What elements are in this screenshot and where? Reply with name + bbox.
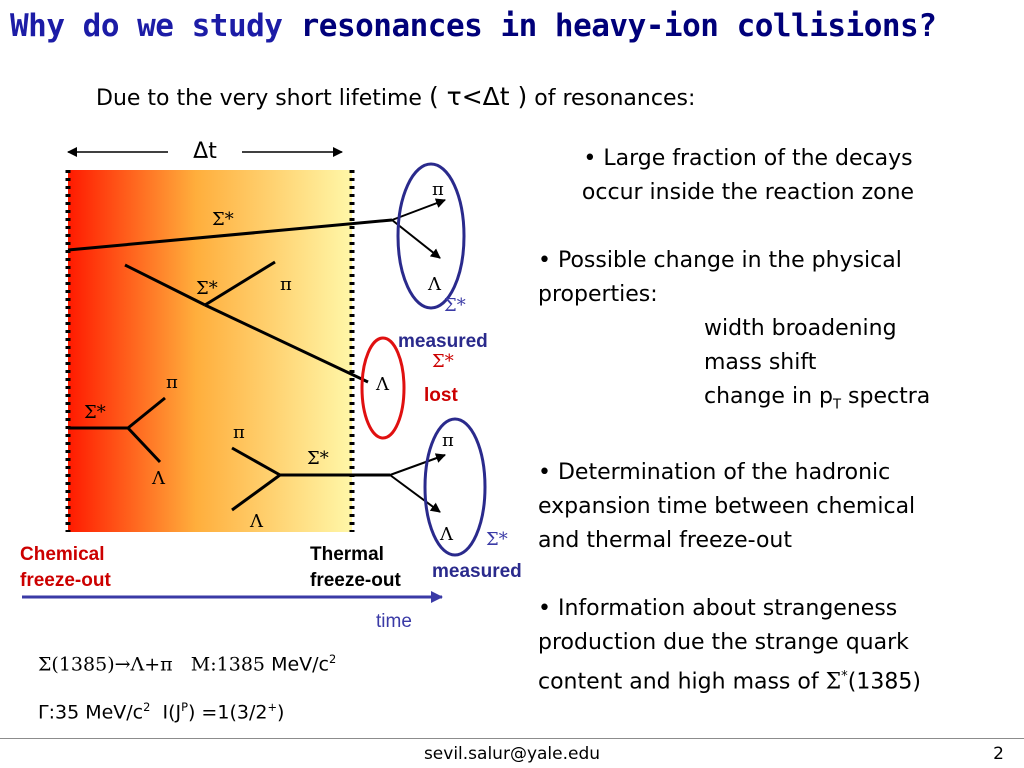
- thermal-freeze-out-label-1: Thermal: [310, 544, 384, 565]
- sigma-label-1: Σ*: [212, 209, 234, 230]
- pi-label-1: π: [432, 179, 444, 200]
- lost-ellipse: [360, 336, 406, 440]
- width-value: Γ:35 MeV/c: [38, 701, 144, 724]
- bullet-2-line-1: • Possible change in the physical: [538, 248, 902, 273]
- bullet-4-line-2: production due the strange quark: [538, 630, 909, 656]
- bullet-3-line-3: and thermal freeze-out: [538, 528, 792, 554]
- width-sup: 2: [143, 700, 151, 714]
- measured-ellipse-bottom: [423, 417, 487, 557]
- lambda-track-4-out: [389, 474, 441, 513]
- decay-channel: Σ(1385)→Λ+π: [38, 653, 173, 676]
- b4-post: (1385): [847, 669, 921, 695]
- b4-pre: content and high mass of: [538, 669, 826, 695]
- sigma-label-3: Σ*: [84, 402, 106, 423]
- iso-pre: I(J: [162, 701, 182, 724]
- mass-value: M:1385: [190, 653, 266, 676]
- subtitle-math: ( τ<Δt ): [428, 82, 528, 111]
- measured-ellipse-top: [396, 162, 466, 310]
- lambda-track-3: [126, 426, 162, 464]
- bullet-1-line-2: occur inside the reaction zone: [581, 180, 915, 205]
- mass-unit-sup: 2: [329, 652, 337, 666]
- thermal-freeze-out-label-2: freeze-out: [310, 570, 401, 591]
- pi-label-2: π: [280, 274, 292, 295]
- lambda-label-2: Λ: [375, 374, 390, 395]
- title-part2: resonances in heavy-ion collisions?: [300, 8, 937, 44]
- pi-track-2: [204, 260, 276, 307]
- iso-sup2: +: [267, 700, 277, 714]
- bullet-2-line-2: properties:: [538, 282, 658, 307]
- reaction-zone: [68, 170, 352, 532]
- lambda-track-2: [204, 303, 369, 384]
- subtitle-pre: Due to the very short lifetime: [96, 86, 422, 111]
- iso-post: ): [276, 701, 285, 724]
- pi-label-4-out: π: [442, 430, 454, 451]
- iso-sup: P: [181, 700, 188, 714]
- bullet-1-line-1: • Large fraction of the decays: [583, 146, 913, 171]
- pi-track-3: [127, 396, 166, 430]
- subtitle-post: of resonances:: [534, 86, 696, 111]
- measured-sigma-label-top: Σ*: [444, 295, 466, 316]
- bullet-4-line-3: content and high mass of Σ*(1385): [538, 660, 1008, 699]
- subtitle: Due to the very short lifetime ( τ<Δt ) …: [96, 82, 695, 111]
- sigma-label-4: Σ*: [307, 448, 329, 469]
- lost-label: lost: [424, 385, 458, 406]
- width-isospin-formula: Γ:35 MeV/c2 I(JP) =1(3/2+): [38, 700, 284, 723]
- time-label: time: [376, 611, 412, 632]
- lambda-label-3: Λ: [151, 468, 166, 489]
- b4-sup: *: [841, 669, 848, 685]
- bullet-list: • Large fraction of the decays occur ins…: [538, 142, 1008, 700]
- sigma-label-2: Σ*: [196, 278, 218, 299]
- pi-track-1: [391, 198, 446, 221]
- measured-sigma-label-bottom: Σ*: [486, 529, 508, 550]
- chemical-freeze-out-label-2: freeze-out: [20, 570, 111, 591]
- bullet-2-sub-3: change in pT spectra: [538, 380, 1008, 422]
- title-part1: Why do we study: [10, 8, 283, 44]
- bullet-3-line-1: • Determination of the hadronic: [538, 460, 891, 486]
- lambda-track-1: [391, 219, 441, 259]
- decay-formula: Σ(1385)→Λ+π M:1385 MeV/c2: [38, 652, 336, 675]
- pt-pre: change in p: [704, 384, 833, 409]
- bullet-3-line-2: expansion time between chemical: [538, 494, 916, 520]
- mass-unit: MeV/c: [271, 653, 329, 676]
- sigma-track-2: [124, 263, 206, 307]
- pt-sub: T: [832, 397, 842, 413]
- delta-t-label: Δt: [193, 139, 217, 164]
- bullet-4-line-1: • Information about strangeness: [538, 596, 898, 622]
- b4-sigma: Σ: [825, 669, 842, 695]
- measured-label-top: measured: [398, 331, 488, 352]
- bullet-2-sub-1: width broadening: [704, 316, 897, 341]
- measured-label-bottom: measured: [432, 561, 522, 582]
- lambda-track-4: [231, 473, 281, 512]
- pi-label-4: π: [233, 422, 245, 443]
- pi-track-4-out: [389, 453, 446, 476]
- chemical-freeze-out-label-1: Chemical: [20, 544, 104, 565]
- sigma-track-1: [67, 218, 393, 252]
- footer-divider: [0, 738, 1024, 739]
- iso-mid: ) =1(3/2: [187, 701, 268, 724]
- page-number: 2: [993, 744, 1004, 764]
- lambda-label-4: Λ: [249, 511, 264, 532]
- bullet-2-sub-2: mass shift: [704, 350, 817, 375]
- pi-track-4: [231, 446, 281, 477]
- slide-title: Why do we study resonances in heavy-ion …: [10, 8, 1020, 44]
- pi-label-3: π: [166, 372, 178, 393]
- pt-post: spectra: [841, 384, 931, 409]
- footer-email: sevil.salur@yale.edu: [423, 744, 601, 764]
- lost-sigma-label: Σ*: [432, 351, 454, 372]
- lambda-label-1: Λ: [427, 274, 442, 295]
- lambda-label-4-out: Λ: [439, 524, 454, 545]
